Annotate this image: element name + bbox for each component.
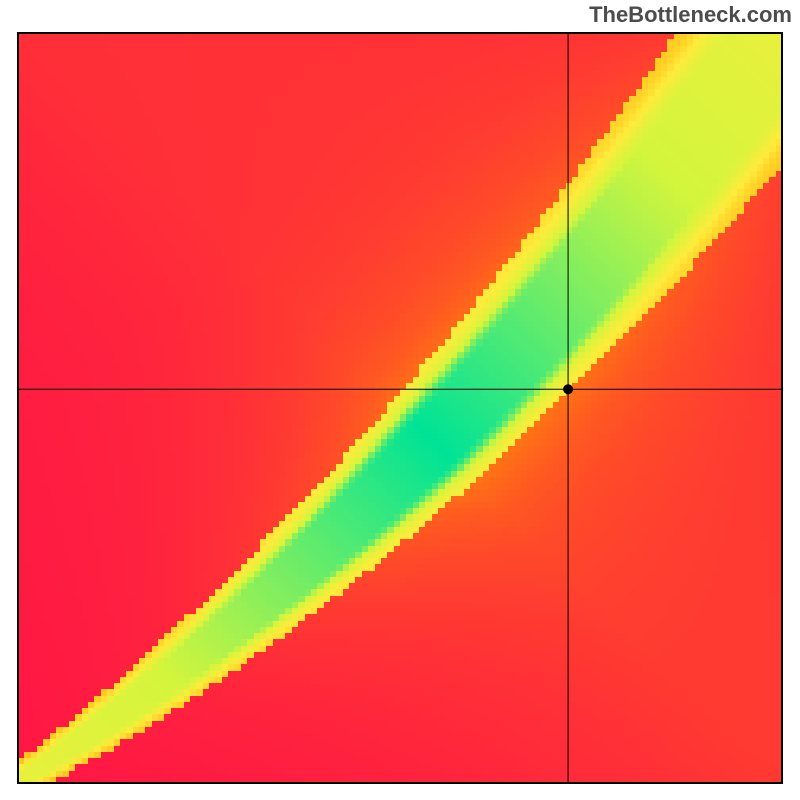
watermark-text: TheBottleneck.com — [589, 2, 792, 28]
bottleneck-heatmap — [18, 33, 782, 783]
